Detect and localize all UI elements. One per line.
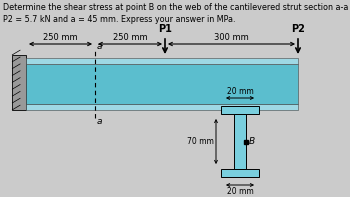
Text: 70 mm: 70 mm: [187, 137, 214, 146]
Text: Determine the shear stress at point B on the web of the cantilevered strut secti: Determine the shear stress at point B on…: [3, 3, 350, 24]
Text: 250 mm: 250 mm: [113, 33, 147, 42]
Text: 20 mm: 20 mm: [227, 187, 253, 196]
Text: P1: P1: [158, 24, 172, 34]
Text: B: B: [249, 137, 255, 146]
Bar: [221, 106, 259, 114]
Bar: [26, 64, 298, 104]
Bar: [26, 104, 298, 110]
Text: 250 mm: 250 mm: [43, 33, 78, 42]
Bar: [234, 114, 246, 169]
Text: 20 mm: 20 mm: [227, 87, 253, 96]
Bar: [26, 58, 298, 64]
Bar: [221, 169, 259, 177]
Text: 300 mm: 300 mm: [214, 33, 249, 42]
Text: P2: P2: [291, 24, 305, 34]
Bar: [12, 55, 26, 110]
Text: a: a: [97, 117, 103, 126]
Text: a: a: [97, 42, 103, 51]
